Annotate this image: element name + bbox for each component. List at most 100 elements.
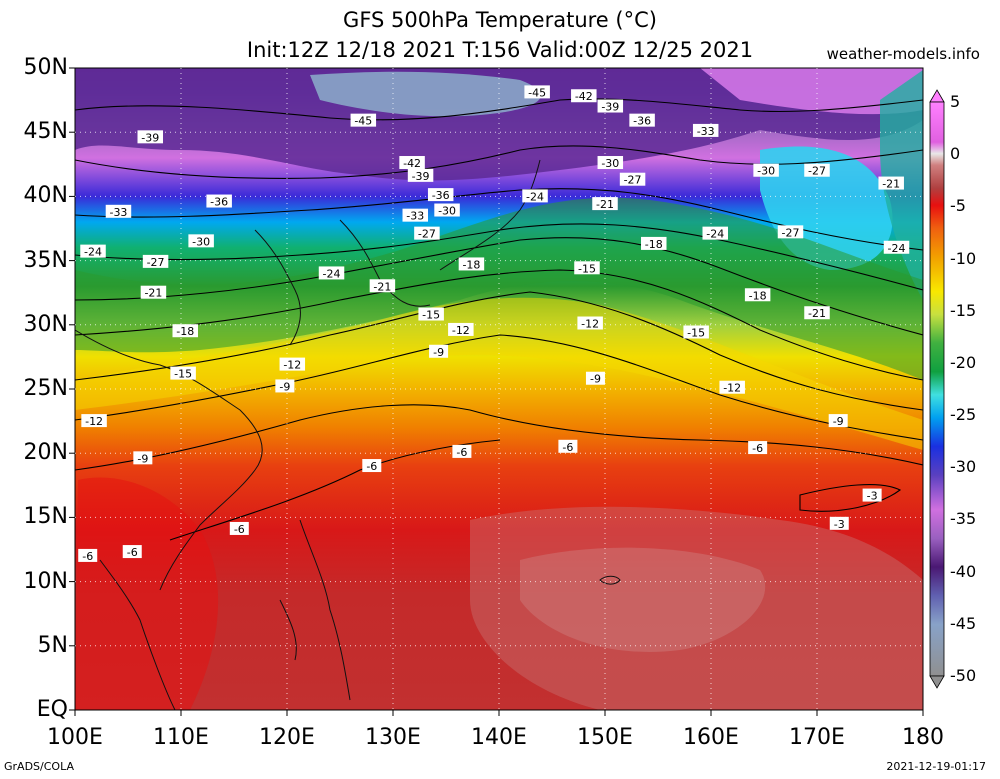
isotherms <box>75 98 923 541</box>
contour-label: -30 <box>188 234 214 248</box>
contour-label-box <box>140 285 167 299</box>
contour-label: -42 <box>399 156 425 170</box>
contour-label-text: -6 <box>82 550 93 563</box>
contour-label: -12 <box>577 316 603 331</box>
contour-label-text: -15 <box>422 309 440 322</box>
graticule <box>75 68 923 710</box>
contour-label-text: -27 <box>418 228 436 241</box>
colorbar-bottom-arrow <box>929 675 945 689</box>
contour-label-text: -33 <box>697 125 715 138</box>
contour-label: -6 <box>122 545 142 559</box>
contour-label-text: -21 <box>144 287 162 300</box>
contour-label: -6 <box>78 548 98 563</box>
contour-label-box <box>407 168 434 182</box>
colorbar-label: -5 <box>950 196 966 216</box>
contour-label: -15 <box>683 325 709 340</box>
contour-label-text: -9 <box>279 380 290 393</box>
contour-label: -9 <box>828 414 848 428</box>
contour-label-box <box>558 439 578 453</box>
contour-label-box <box>170 366 196 380</box>
contour-label: -21 <box>140 285 167 300</box>
colorbar-label: -40 <box>950 561 977 581</box>
contour-label: -45 <box>524 85 550 99</box>
contour-label-box <box>522 189 548 203</box>
contour-label-text: -15 <box>687 327 705 340</box>
contour-label-box <box>719 380 745 394</box>
contour-label-box <box>418 307 444 321</box>
contour-label-text: -18 <box>645 238 663 251</box>
contour-label: -27 <box>414 226 440 241</box>
contour-label-text: -30 <box>438 205 456 218</box>
colorbar-label: -10 <box>950 248 977 268</box>
contour-label-text: -24 <box>323 267 341 280</box>
lon-label: 150E <box>577 725 633 750</box>
contour-label-box <box>862 488 882 502</box>
contour-label: -15 <box>170 366 196 381</box>
contour-label-box <box>78 548 98 562</box>
contour-label: -30 <box>434 203 460 218</box>
contour-label-box <box>629 113 655 127</box>
contour-label-text: -6 <box>234 523 245 536</box>
contour-label: -27 <box>804 163 830 178</box>
colorbar <box>929 101 945 677</box>
contour-label-text: -27 <box>624 174 642 187</box>
contour-label-box <box>571 89 597 103</box>
contour-label-text: -9 <box>833 415 844 428</box>
contour-label-box <box>414 226 440 240</box>
contour-label: -12 <box>448 322 474 337</box>
contour-label-text: -39 <box>601 101 619 114</box>
contour-label-text: -30 <box>601 157 619 170</box>
contour-label-text: -21 <box>882 178 900 191</box>
lon-label: 100E <box>47 725 103 750</box>
contour-label-box <box>828 414 848 428</box>
contour-label: -30 <box>597 156 624 170</box>
lat-label: 25N <box>23 376 68 401</box>
contour-label-text: -15 <box>578 262 596 275</box>
contour-label-text: -18 <box>749 289 767 302</box>
contour-label: -36 <box>629 113 655 128</box>
contour-label-box <box>448 322 474 336</box>
brand-label[interactable]: weather-models.info <box>826 45 980 63</box>
contour-label: -24 <box>80 244 106 259</box>
colorbar-label: 0 <box>950 144 961 164</box>
contour-label-box <box>229 521 249 535</box>
contour-label-text: -42 <box>403 157 421 170</box>
lon-label: 110E <box>153 725 209 750</box>
contour-label: -9 <box>133 451 153 465</box>
contour-label: -18 <box>458 257 485 271</box>
lon-label: 160E <box>683 725 739 750</box>
contour-label-text: -39 <box>412 170 430 183</box>
contour-label-text: -6 <box>752 442 763 455</box>
contour-label-box <box>748 441 768 455</box>
contour-label-text: -3 <box>834 518 845 531</box>
contour-label-box <box>524 85 550 99</box>
contour-label: -45 <box>350 113 377 128</box>
colorbar-top-arrow <box>929 89 945 103</box>
contour-label: -27 <box>619 172 646 187</box>
contour-label-text: -9 <box>590 373 601 386</box>
contour-label: -39 <box>597 99 624 114</box>
colorbar-label: 5 <box>950 92 961 111</box>
contour-label-box <box>619 172 646 186</box>
contour-label-box <box>81 414 107 428</box>
contour-label-text: -21 <box>808 307 826 320</box>
contour-label-text: -27 <box>782 226 800 239</box>
contour-label: -6 <box>558 439 578 454</box>
contour-label-box <box>133 451 153 465</box>
contour-label: -27 <box>142 254 169 269</box>
colorbar-label: -20 <box>950 352 977 372</box>
contour-label: -3 <box>829 516 849 531</box>
contour-label-box <box>318 266 345 280</box>
lat-label: EQ <box>36 697 68 722</box>
axis-ticks <box>69 67 924 716</box>
contour-label-text: -24 <box>888 242 906 255</box>
contour-label: -18 <box>744 288 771 302</box>
colorbar-label: -15 <box>950 300 977 320</box>
contour-label-box <box>362 459 382 473</box>
contour-label-text: -24 <box>84 246 102 259</box>
contour-label-box <box>777 225 804 239</box>
contour-label: -21 <box>878 176 904 191</box>
contour-label-text: -6 <box>366 460 377 473</box>
contour-label-box <box>369 279 396 293</box>
colorbar-label: -30 <box>950 457 977 477</box>
